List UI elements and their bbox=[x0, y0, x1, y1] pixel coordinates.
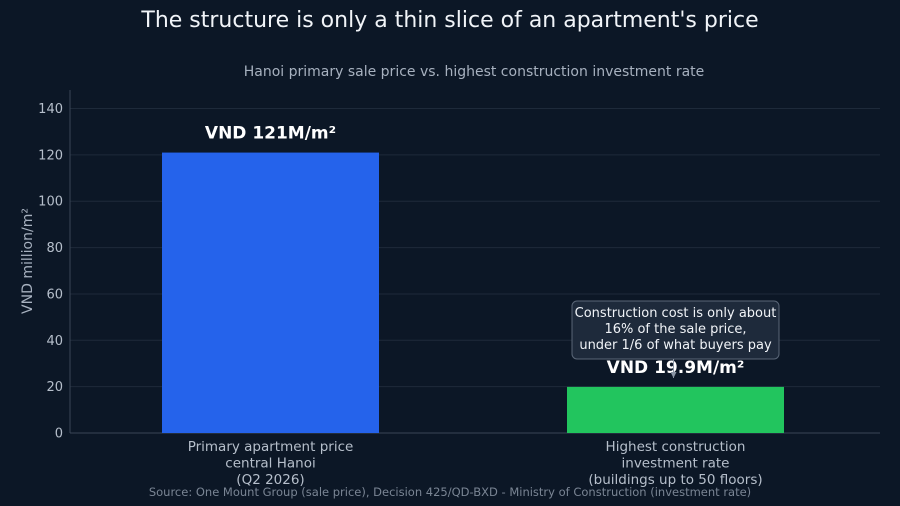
y-tick-label: 40 bbox=[46, 334, 63, 349]
y-tick-label: 20 bbox=[46, 380, 63, 395]
annotation-text: under 1/6 of what buyers pay bbox=[579, 338, 772, 353]
y-tick-label: 140 bbox=[38, 102, 63, 117]
data-labels: VND 121M/m² VND 19.9M/m² bbox=[205, 124, 744, 378]
x-tick-label-line: Primary apartment price bbox=[188, 439, 354, 455]
x-tick-label-line: (Q2 2026) bbox=[236, 472, 304, 488]
x-tick-label-line: Highest construction bbox=[606, 439, 746, 455]
y-tick-label: 0 bbox=[55, 427, 63, 442]
y-axis-label: VND million/m² bbox=[20, 208, 36, 314]
chart-subtitle: Hanoi primary sale price vs. highest con… bbox=[244, 64, 705, 80]
y-tick-label: 60 bbox=[46, 287, 63, 302]
x-tick-label-line: central Hanoi bbox=[225, 456, 315, 472]
chart-title: The structure is only a thin slice of an… bbox=[140, 8, 758, 33]
annotation-arrowhead bbox=[670, 372, 677, 378]
x-tick-label: Highest construction investment rate (buil… bbox=[588, 439, 762, 488]
data-label: VND 121M/m² bbox=[205, 124, 336, 144]
data-label: VND 19.9M/m² bbox=[607, 358, 745, 378]
annotation-text: Construction cost is only about bbox=[575, 306, 777, 321]
y-tick-label: 120 bbox=[38, 148, 63, 163]
y-tick-label: 100 bbox=[38, 195, 63, 210]
x-tick-label-line: investment rate bbox=[622, 456, 730, 472]
annotation-box bbox=[571, 300, 780, 360]
x-tick-label-line: (buildings up to 50 floors) bbox=[588, 472, 762, 488]
annotation-text: 16% of the sale price, bbox=[604, 322, 746, 337]
source-note: Source: One Mount Group (sale price), De… bbox=[149, 485, 751, 499]
y-tick-label: 80 bbox=[46, 241, 63, 256]
bar bbox=[162, 152, 379, 433]
y-axis-ticks: 0 20 40 60 80 100 120 140 bbox=[38, 102, 63, 441]
x-axis-categories: Primary apartment price central Hanoi (Q2 … bbox=[188, 439, 763, 488]
bars bbox=[162, 152, 784, 433]
bar bbox=[567, 386, 784, 433]
x-tick-label: Primary apartment price central Hanoi (Q2 … bbox=[188, 439, 354, 488]
